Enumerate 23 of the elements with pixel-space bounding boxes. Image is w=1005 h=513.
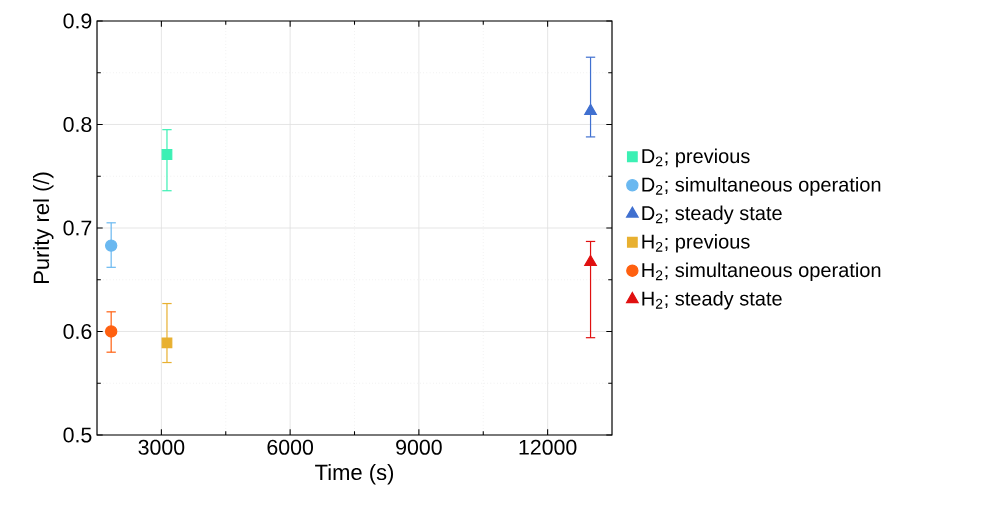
point: [104, 239, 118, 252]
legend-label: H$_{2}$; steady state: [642, 290, 782, 310]
point: [104, 325, 118, 338]
y-tick-label: 0.9: [63, 13, 92, 29]
legend-label: D$_{2}$; simultaneous operation: [642, 177, 881, 196]
legend-label: H$_{2}$; previous: [642, 233, 750, 253]
legend-label: H$_{2}$; simultaneous operation: [642, 262, 881, 282]
point: [584, 103, 597, 115]
x-tick-label: 9000: [396, 439, 442, 455]
legend-label: D$_{2}$; steady state: [642, 205, 782, 225]
x-tick-label: 3000: [138, 439, 185, 455]
x-tick-label: 12000: [519, 439, 577, 455]
y-axis-title: Purity rel (/): [32, 172, 54, 284]
y-tick-label: 0.8: [63, 116, 92, 133]
y-tick-label: 0.6: [63, 323, 92, 340]
point: [161, 337, 173, 349]
y-tick-label: 0.7: [63, 220, 92, 236]
legend-label: D$_{2}$; previous: [642, 148, 750, 168]
x-axis-title: Time (s): [315, 463, 394, 485]
point: [584, 254, 597, 267]
x-tick-label: 6000: [267, 439, 314, 455]
y-tick-label: 0.5: [63, 427, 92, 443]
point: [161, 149, 173, 160]
